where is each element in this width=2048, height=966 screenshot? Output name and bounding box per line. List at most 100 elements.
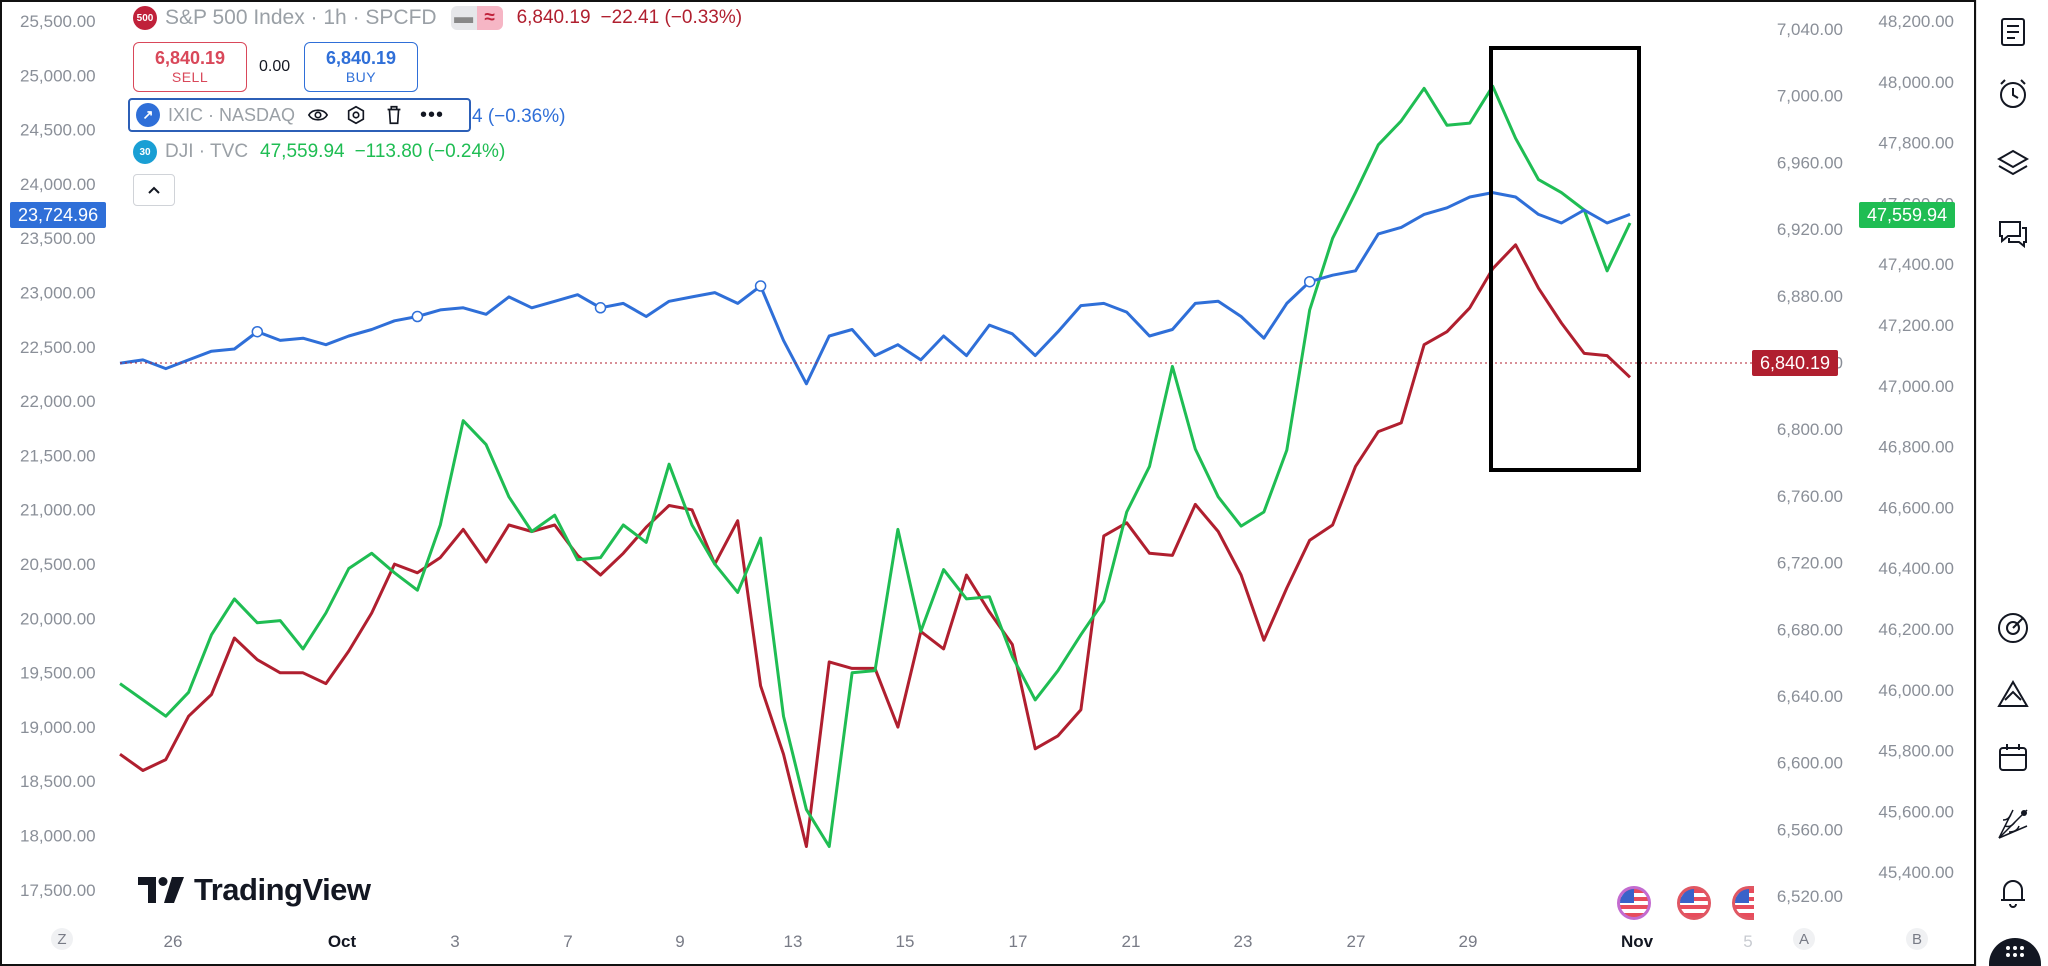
y-axis-right-tick: 46,400.00 [1878, 559, 1954, 578]
tradingview-logo[interactable]: TradingView [138, 872, 371, 908]
y-axis-right-tick: 46,200.00 [1878, 620, 1954, 639]
legend-dji[interactable]: 30 DJI · TVC 47,559.94 −113.80 (−0.24%) [133, 140, 505, 164]
y-axis-left-tick: 18,000.00 [20, 827, 96, 846]
y-axis-right-tick: 46,000.00 [1878, 681, 1954, 700]
grid-icon[interactable] [1989, 938, 2041, 966]
y-axis-left-tick: 25,000.00 [20, 66, 96, 85]
tv-logo-icon [138, 877, 184, 903]
us-flag-icon[interactable] [1732, 886, 1754, 920]
calendar-icon[interactable] [1995, 740, 2031, 776]
y-axis-mid-tick: 7,040.00 [1777, 20, 1843, 39]
chart-canvas[interactable]: 25,500.00 25,000.00 24,500.00 24,000.00 23,5… [0, 0, 1976, 966]
y-axis-right-tick: 45,600.00 [1878, 802, 1954, 821]
dji-change: −113.80 (−0.24%) [354, 141, 506, 162]
y-axis-right-tick: 45,400.00 [1878, 863, 1954, 882]
event-marker[interactable] [251, 325, 264, 338]
dji-price-tag: 47,559.94 [1859, 202, 1956, 228]
y-axis-left-tick: 19,000.00 [20, 718, 96, 737]
y-axis-right-tick: 46,600.00 [1878, 498, 1954, 517]
x-axis-tick: 15 [895, 932, 915, 951]
x-axis-tick: 26 [163, 932, 183, 951]
y-axis-mid-tick: 6,680.00 [1777, 620, 1843, 639]
buy-price: 6,840.19 [325, 48, 397, 68]
buy-button[interactable]: 6,840.19 BUY [304, 42, 418, 92]
y-axis-mid-tick: 6,720.00 [1777, 554, 1843, 573]
spx-change: −22.41 (−0.33%) [600, 7, 743, 28]
series-line-ixic[interactable] [119, 191, 1631, 386]
series-line-dji[interactable] [119, 84, 1632, 848]
y-axis-left-tick: 25,500.00 [20, 12, 96, 31]
series-line-s&p[interactable] [119, 243, 1632, 848]
settings-icon[interactable] [341, 100, 371, 130]
x-axis-tick: 5 [1743, 932, 1753, 951]
y-axis-right-tick: 45,800.00 [1878, 742, 1954, 761]
x-axis-tick: 23 [1233, 932, 1253, 951]
spx-badge: 500 [133, 6, 157, 30]
sell-price: 6,840.19 [154, 48, 226, 68]
event-marker[interactable] [1303, 275, 1316, 288]
spider-web-icon[interactable] [1995, 806, 2031, 842]
spx-name: S&P 500 Index · 1h · SPCFD [165, 6, 437, 29]
x-axis-tick: 7 [563, 932, 573, 951]
sell-label: SELL [171, 69, 209, 85]
us-flag-icon[interactable] [1617, 886, 1651, 920]
x-axis-tick: 13 [783, 932, 803, 951]
bell-icon[interactable] [1995, 874, 2031, 910]
dji-badge: 30 [133, 140, 157, 164]
dji-name: DJI · TVC [165, 141, 249, 162]
y-axis-mid-tick: 6,760.00 [1777, 487, 1843, 506]
y-axis-mid-tick: 6,600.00 [1777, 754, 1843, 773]
layers-icon[interactable] [1995, 146, 2031, 182]
y-axis-left-tick: 22,500.00 [20, 338, 96, 357]
ideas-icon[interactable] [1995, 676, 2031, 712]
y-axis-left-tick: 22,000.00 [20, 392, 96, 411]
alarm-clock-icon[interactable] [1995, 76, 2031, 112]
chat-icon[interactable] [1995, 216, 2031, 252]
chart-frame [0, 0, 1976, 966]
y-axis-left-tick: 24,500.00 [20, 121, 96, 140]
y-axis-right-tick: 47,000.00 [1878, 377, 1954, 396]
legend-main[interactable]: 500 S&P 500 Index · 1h · SPCFD ▬ ≈ 6,840… [133, 6, 742, 30]
x-axis-tick: 21 [1121, 932, 1141, 951]
ixic-change: 4 (−0.36%) [472, 106, 566, 127]
x-axis-tick: 3 [450, 932, 460, 951]
y-axis-left-tick: 24,000.00 [20, 175, 96, 194]
auto-scale-button[interactable]: A [1793, 928, 1815, 950]
y-axis-left-tick: 19,500.00 [20, 664, 96, 683]
x-axis-tick: 9 [675, 932, 685, 951]
y-axis-mid-tick: 6,800.00 [1777, 420, 1843, 439]
y-axis-mid-tick: 6,960.00 [1777, 153, 1843, 172]
ixic-legend-toolbar[interactable]: ↗ IXIC · NASDAQ ••• [128, 98, 471, 132]
sell-button[interactable]: 6,840.19 SELL [133, 42, 247, 92]
compare-toggle[interactable]: ▬ ≈ [450, 6, 503, 30]
spx-value: 6,840.19 [516, 7, 591, 28]
buy-label: BUY [345, 69, 377, 85]
event-marker[interactable] [754, 280, 767, 292]
target-icon[interactable] [1995, 610, 2031, 646]
highlight-rectangle[interactable] [1489, 46, 1641, 472]
y-axis-mid-tick: 7,000.00 [1777, 87, 1843, 106]
y-axis-left-tick: 20,000.00 [20, 609, 96, 628]
y-axis-left-tick: 17,500.00 [20, 881, 96, 900]
event-marker[interactable] [594, 302, 607, 314]
x-axis-tick: 27 [1346, 932, 1366, 951]
y-axis-right-tick: 47,200.00 [1878, 316, 1954, 335]
spread-value: 0.00 [259, 58, 291, 75]
y-axis-left-tick: 18,500.00 [20, 772, 96, 791]
chevron-up-icon [148, 186, 160, 194]
y-axis-left-tick: 23,000.00 [20, 284, 96, 303]
watchlist-icon[interactable] [1995, 14, 2031, 50]
eye-icon[interactable] [303, 100, 333, 130]
x-axis-tick: Oct [327, 932, 357, 951]
zoom-button[interactable]: Z [51, 928, 73, 950]
trash-icon[interactable] [379, 100, 409, 130]
event-marker[interactable] [411, 310, 424, 323]
us-flag-icon[interactable] [1677, 886, 1711, 920]
more-icon[interactable]: ••• [420, 103, 445, 126]
y-axis-mid-tick: 6,920.00 [1777, 220, 1843, 239]
collapse-legend-button[interactable] [133, 174, 175, 206]
brand-name: TradingView [194, 872, 371, 907]
minus-icon: ▬ [450, 6, 477, 30]
ixic-name: IXIC · NASDAQ [168, 104, 296, 125]
scale-mode-button[interactable]: B [1906, 928, 1928, 950]
